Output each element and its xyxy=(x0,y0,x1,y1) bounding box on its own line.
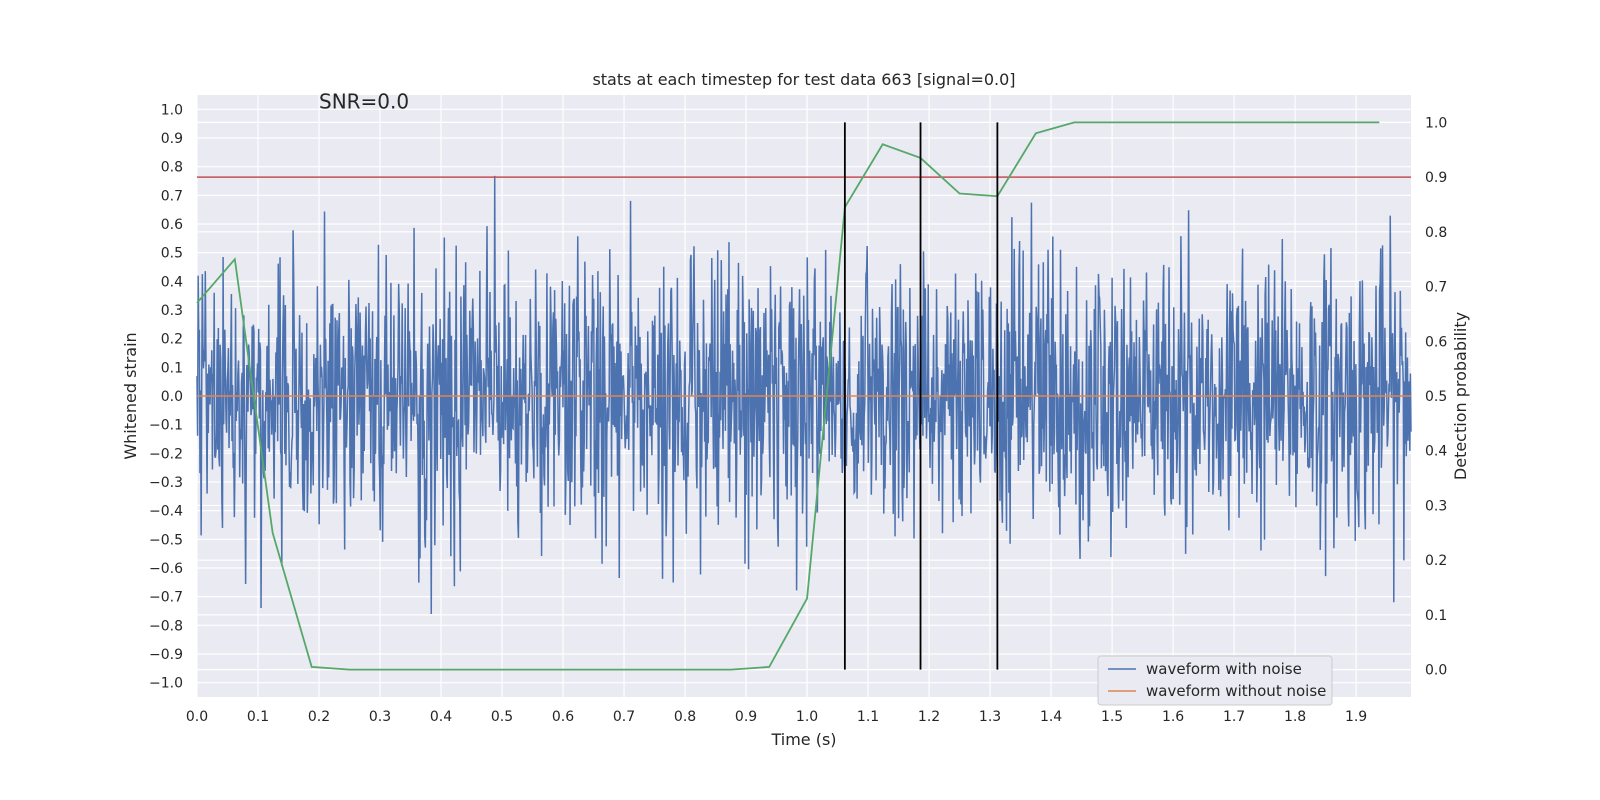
y-left-tick-label-8: 0.2 xyxy=(161,332,183,348)
y-right-tick-label-5: 0.5 xyxy=(1425,389,1447,405)
y-left-tick-label-19: −0.9 xyxy=(149,647,183,663)
y-left-tick-label-14: −0.4 xyxy=(149,504,183,520)
y-axis-label-right: Detection probability xyxy=(1451,312,1470,480)
y-right-tick-label-7: 0.3 xyxy=(1425,498,1447,514)
y-right-tick-label-1: 0.9 xyxy=(1425,170,1447,186)
x-tick-label-12: 1.2 xyxy=(918,709,940,725)
legend-entry-waveform-without-noise: waveform without noise xyxy=(1146,682,1326,700)
y-left-tick-label-3: 0.7 xyxy=(161,188,183,204)
x-tick-label-8: 0.8 xyxy=(674,709,696,725)
y-right-tick-label-2: 0.8 xyxy=(1425,225,1447,241)
y-left-tick-label-15: −0.5 xyxy=(149,532,183,548)
x-tick-label-16: 1.6 xyxy=(1162,709,1184,725)
x-tick-label-18: 1.8 xyxy=(1284,709,1306,725)
y-left-tick-label-17: −0.7 xyxy=(149,590,183,606)
y-left-tick-label-12: −0.2 xyxy=(149,446,183,462)
legend-box xyxy=(1097,655,1333,706)
x-tick-label-6: 0.6 xyxy=(552,709,574,725)
x-tick-label-10: 1.0 xyxy=(796,709,818,725)
y-left-tick-label-4: 0.6 xyxy=(161,217,183,233)
series-waveform-with-noise xyxy=(196,175,1412,615)
x-tick-labels: 0.0 0.1 0.2 0.3 0.4 0.5 0.6 0.7 0.8 0.9 1.0 1.1 1.2 1… xyxy=(186,709,1367,725)
y-right-tick-label-6: 0.4 xyxy=(1425,444,1447,460)
y-left-tick-label-18: −0.8 xyxy=(149,618,183,634)
y-left-tick-label-6: 0.4 xyxy=(161,274,183,290)
detection-probability-line xyxy=(196,121,1380,671)
y-left-tick-label-2: 0.8 xyxy=(161,160,183,176)
y-right-tick-label-8: 0.2 xyxy=(1425,553,1447,569)
y-left-tick-label-13: −0.3 xyxy=(149,475,183,491)
x-tick-label-14: 1.4 xyxy=(1040,709,1062,725)
y-right-tick-label-0: 1.0 xyxy=(1425,115,1447,131)
legend-entry-waveform-with-noise: waveform with noise xyxy=(1146,660,1302,678)
y-right-tick-label-10: 0.0 xyxy=(1425,663,1447,679)
x-tick-label-2: 0.2 xyxy=(308,709,330,725)
x-tick-label-13: 1.3 xyxy=(979,709,1001,725)
x-tick-label-4: 0.4 xyxy=(430,709,452,725)
snr-annotation: SNR=0.0 xyxy=(319,89,409,113)
y-right-tick-labels: 1.0 0.9 0.8 0.7 0.6 0.5 0.4 0.3 0.2 0.1 0.0 xyxy=(1425,115,1447,678)
x-tick-label-0: 0.0 xyxy=(186,709,208,725)
event-lines xyxy=(843,122,999,670)
x-tick-label-17: 1.7 xyxy=(1223,709,1245,725)
x-tick-label-7: 0.7 xyxy=(613,709,635,725)
y-right-tick-label-4: 0.6 xyxy=(1425,334,1447,350)
y-left-tick-label-5: 0.5 xyxy=(161,246,183,262)
y-left-tick-label-20: −1.0 xyxy=(149,676,183,692)
y-left-tick-label-1: 0.9 xyxy=(161,131,183,147)
x-tick-label-9: 0.9 xyxy=(735,709,757,725)
x-tick-label-11: 1.1 xyxy=(857,709,879,725)
waveform-with-noise-line xyxy=(196,175,1412,615)
y-left-tick-labels: 1.0 0.9 0.8 0.7 0.6 0.5 0.4 0.3 0.2 0.1 0.0 −0.1 −0.… xyxy=(149,102,183,691)
x-tick-label-3: 0.3 xyxy=(369,709,391,725)
chart-title: stats at each timestep for test data 663… xyxy=(592,70,1015,89)
x-tick-label-1: 0.1 xyxy=(247,709,269,725)
y-right-tick-label-3: 0.7 xyxy=(1425,280,1447,296)
y-axis-label-left: Whitened strain xyxy=(121,332,140,459)
x-tick-label-15: 1.5 xyxy=(1101,709,1123,725)
y-left-tick-label-9: 0.1 xyxy=(161,360,183,376)
series-detection-probability xyxy=(196,121,1380,671)
y-left-tick-label-16: −0.6 xyxy=(149,561,183,577)
y-right-tick-label-9: 0.1 xyxy=(1425,608,1447,624)
x-axis-label: Time (s) xyxy=(770,730,836,749)
y-left-tick-label-0: 1.0 xyxy=(161,102,183,118)
legend: waveform with noise waveform without noi… xyxy=(1097,655,1333,706)
x-tick-label-5: 0.5 xyxy=(491,709,513,725)
y-left-tick-label-11: −0.1 xyxy=(149,418,183,434)
y-left-tick-label-7: 0.3 xyxy=(161,303,183,319)
y-left-tick-label-10: 0.0 xyxy=(161,389,183,405)
x-tick-label-19: 1.9 xyxy=(1345,709,1367,725)
